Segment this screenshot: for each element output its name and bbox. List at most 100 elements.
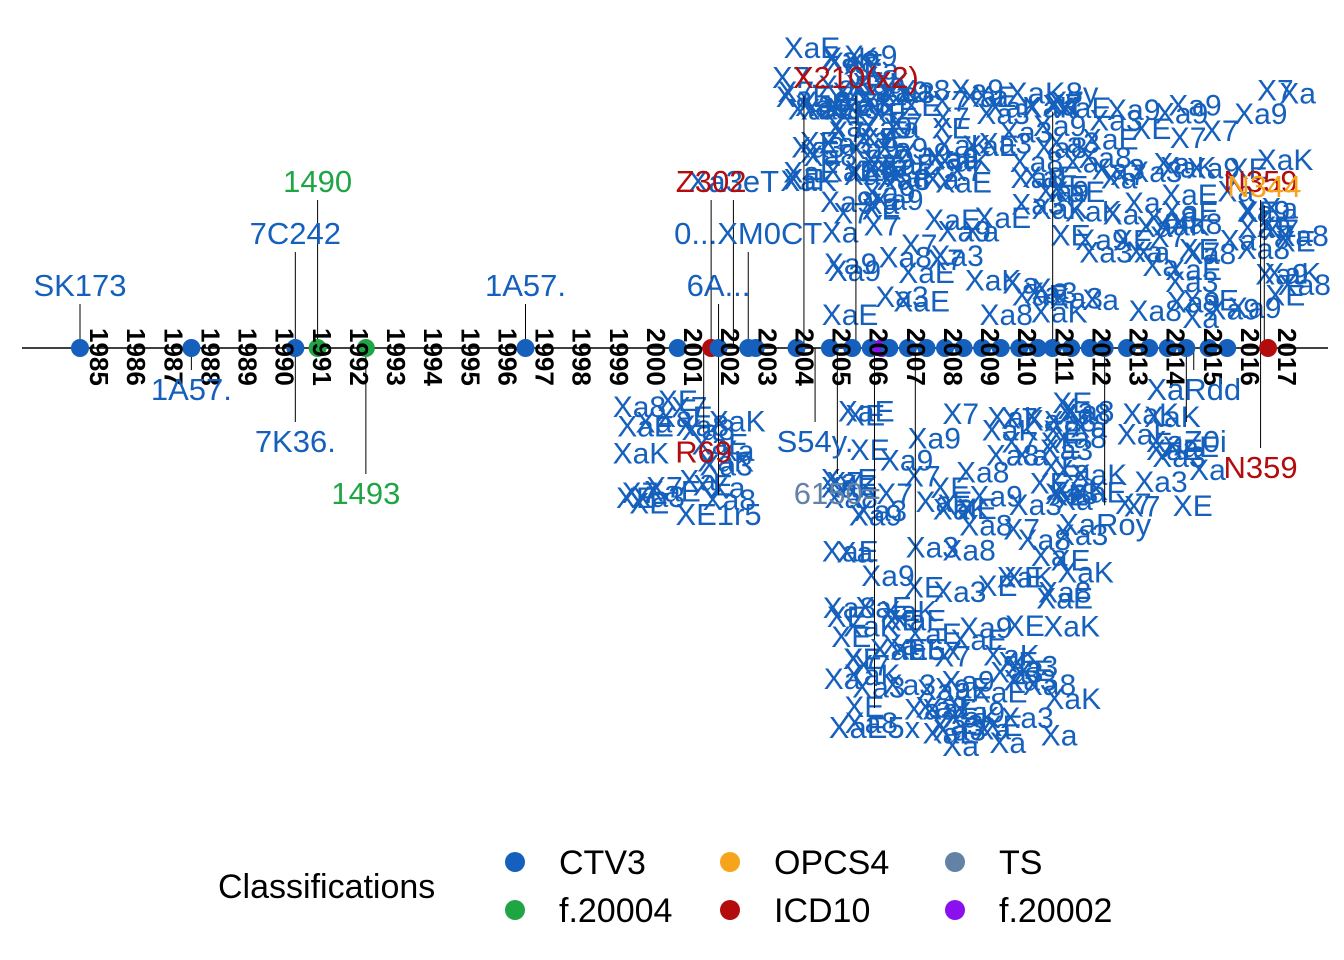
clutter-label: XaK [983,640,1040,673]
clutter-label: Xa8 [1278,269,1331,302]
clutter-label: Xa [1002,267,1039,300]
clutter-label: XaE [922,694,979,727]
clutter-label: XaE [801,93,858,126]
clutter-label: Xa [1054,454,1091,487]
clutter-label: XE [832,77,872,110]
clutter-label: Xa9 [862,177,915,210]
clutter-label: XE [1030,468,1070,501]
clutter-label: Xa9 [820,186,873,219]
clutter-label: Xa9 [844,40,897,73]
clutter-label: XE [1229,153,1269,186]
event-point [787,339,806,357]
clutter-label: Xa [1042,89,1079,122]
clutter-label: X7 [826,466,863,499]
clutter-label: Xa8 [1044,406,1097,439]
event-point [880,339,899,357]
clutter-label: Xa8 [1237,233,1290,266]
clutter-label: Xa [1103,198,1140,231]
clutter-label: Xa8 [1169,208,1222,241]
event-label: N359 [1224,450,1298,485]
clutter-label: Xa9 [859,112,912,145]
event-label: XaE5x [829,710,921,745]
clutter-label: XE [1276,226,1316,259]
clutter-label: X7 [1115,488,1152,521]
clutter-label: XaE [1055,92,1112,125]
clutter-label: X7 [933,102,970,135]
clutter-label: Xa8 [818,70,871,103]
clutter-label: XE [1173,490,1213,523]
event-point [936,339,955,357]
clutter-label: Xa8 [986,439,1039,472]
clutter-label: Xa8 [838,87,891,120]
legend-label: f.20002 [999,892,1112,930]
year-tick-label: 2014 [1161,328,1191,386]
clutter-label: Xa [1032,273,1069,306]
clutter-label: Xa8 [1053,422,1106,455]
clutter-label: X7 [904,461,941,494]
event-label: R69 [675,434,732,469]
clutter-label: Xa8 [879,242,932,275]
clutter-label: XE [1004,562,1044,595]
event-label: 1493 [331,476,400,511]
clutter-label: Xa [1057,393,1094,426]
year-tick-labels: 1985 1986 1987 1988 1989 1990 1991 1992 1993 1994… [84,328,1302,386]
year-tick-label: 1987 [158,328,188,386]
clutter-label: XaE [880,149,937,182]
year-tick-label: 1986 [121,328,151,386]
clutter-label: XaE [822,536,879,569]
clutter-label: Xa9 [861,560,914,593]
year-tick-label: 2013 [1124,328,1154,386]
event-point [820,339,839,357]
clutter-label: Xa3 [854,495,907,528]
clutter-label: Xa [989,727,1026,760]
event-label: XaE5x [870,632,962,667]
clutter-label: Xa [837,537,874,570]
year-tick-label: 1992 [344,328,374,386]
clutter-label: XaE [855,592,912,625]
clutter-label: X7 [1110,159,1147,192]
year-tick-label: 1988 [195,328,225,386]
clutter-label: XaE [1161,179,1218,212]
year-tick-label: 1996 [492,328,522,386]
clutter-label: Xa9 [941,666,994,699]
clutter-label: Xa8 [942,535,995,568]
clutter-label: Xa [822,217,859,250]
year-tick-label: 1998 [567,328,597,386]
clutter-label: X7 [1202,115,1239,148]
clutter-label: XE [831,621,871,654]
year-tick-label: 2017 [1272,328,1302,386]
legend-label: ICD10 [774,892,870,930]
clutter-label: Xa3 [1129,156,1182,189]
clutter-label: XaE [935,673,992,706]
clutter-label: Xa8 [613,391,666,424]
clutter-label: XaK [982,414,1039,447]
clutter-label: Xa9 [1228,292,1281,325]
clutter-label: Xa9 [1237,196,1290,229]
clutter-label: Xa [718,435,755,468]
clutter-label: Xa3 [883,669,936,702]
clutter-label: XaE [898,257,955,290]
year-tick-label: 2010 [1012,328,1042,386]
clutter-label: Xa [1136,211,1173,244]
clutter-label: Xa [1031,540,1068,573]
clutter-label: Xa9 [952,697,1005,730]
clutter-label: Xa3 [933,715,986,748]
clutter-label: XaK [844,659,901,692]
clutter-label: Xa [1153,148,1190,181]
clutter-label: XaE [924,204,981,237]
year-tick-label: 1994 [418,328,448,386]
event-label: SK173 [33,268,126,303]
clutter-label: XE [1239,196,1279,229]
clutter-label: X7 [1001,402,1038,435]
clutter-label: Xa8 [824,47,877,80]
clutter-label: Xa [1082,284,1119,317]
event-point [1218,339,1237,357]
clutter-label: XaE [617,411,674,444]
clutter-label: Xa3 [798,86,851,119]
clutter-label: X7 [1170,122,1207,155]
clutter-label: Xa [861,155,898,188]
clutter-label: XE [827,601,867,634]
clutter-label: Xa8 [1038,577,1091,610]
clutter-label: XE [783,163,823,196]
clutter-label: Xa [1142,250,1179,283]
